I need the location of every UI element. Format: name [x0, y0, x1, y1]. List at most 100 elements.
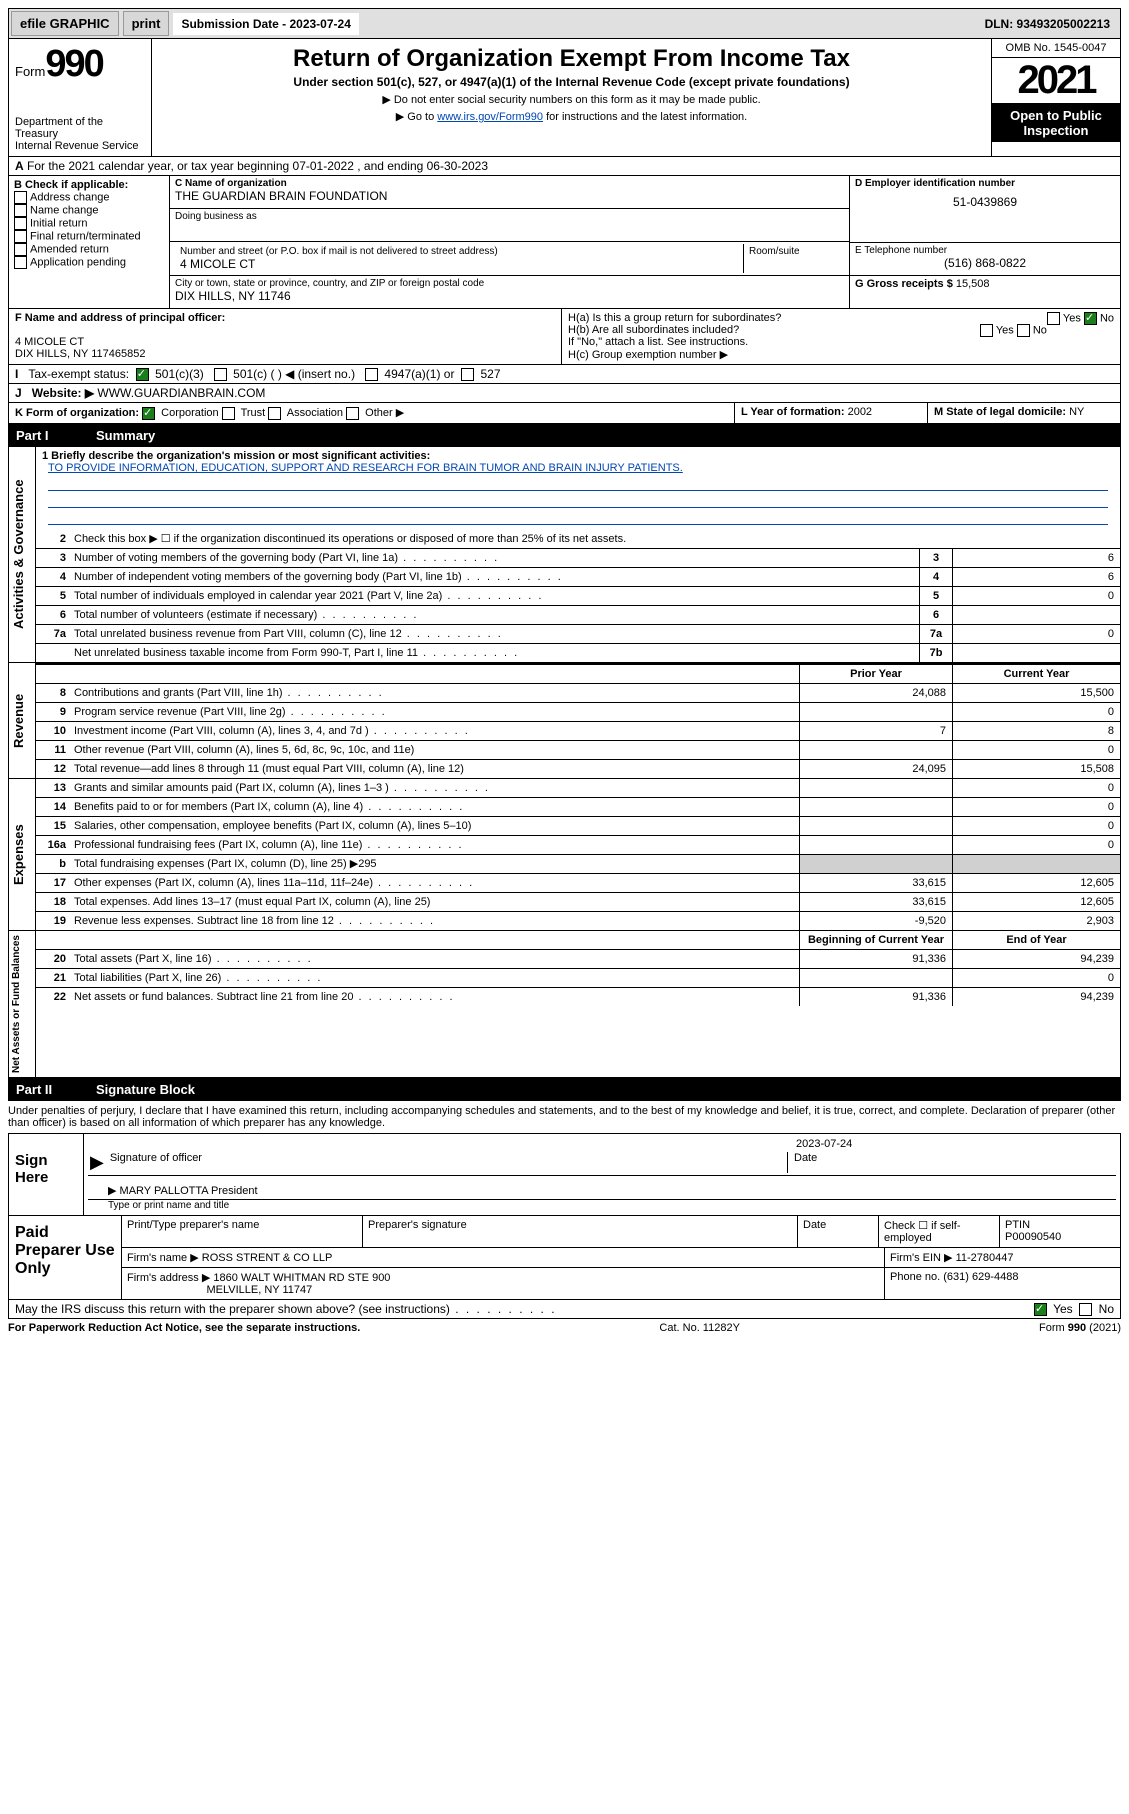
hc-label: H(c) Group exemption number ▶ — [568, 349, 728, 361]
line6-desc: Total number of volunteers (estimate if … — [70, 607, 919, 623]
officer-name: MARY PALLOTTA President — [120, 1185, 258, 1197]
line17-desc: Other expenses (Part IX, column (A), lin… — [70, 875, 799, 891]
current-year-header: Current Year — [952, 665, 1120, 683]
form-prefix: Form — [15, 64, 45, 79]
ha-yes-checkbox[interactable] — [1047, 312, 1060, 325]
line12-current: 15,508 — [952, 760, 1120, 778]
firm-addr-label: Firm's address ▶ — [127, 1272, 210, 1284]
checkbox-name-change[interactable] — [14, 204, 27, 217]
line19-prior: -9,520 — [799, 912, 952, 930]
revenue-section: Revenue Prior YearCurrent Year 8Contribu… — [8, 663, 1121, 779]
line2-text: Check this box ▶ ☐ if the organization d… — [70, 530, 1120, 547]
mission-blank-line — [48, 476, 1108, 491]
4947-checkbox[interactable] — [365, 368, 378, 381]
line4-val: 6 — [952, 568, 1120, 586]
form-header: Form990 Department of the Treasury Inter… — [8, 39, 1121, 157]
checkbox-final-return[interactable] — [14, 230, 27, 243]
checkbox-initial-return[interactable] — [14, 217, 27, 230]
footer-mid: Cat. No. 11282Y — [659, 1322, 740, 1334]
phone-label: E Telephone number — [855, 245, 1115, 256]
501c-checkbox[interactable] — [214, 368, 227, 381]
preparer-name-label: Print/Type preparer's name — [122, 1216, 363, 1247]
line12-prior: 24,095 — [799, 760, 952, 778]
dba-label: Doing business as — [175, 211, 844, 222]
room-label: Room/suite — [749, 246, 839, 257]
mission-text: TO PROVIDE INFORMATION, EDUCATION, SUPPO… — [42, 462, 1114, 474]
line6-val — [952, 606, 1120, 624]
hb-yes-checkbox[interactable] — [980, 324, 993, 337]
sign-date-value: 2023-07-24 — [796, 1138, 1116, 1150]
line14-current: 0 — [952, 798, 1120, 816]
line13-current: 0 — [952, 779, 1120, 797]
line10-prior: 7 — [799, 722, 952, 740]
trust-checkbox[interactable] — [222, 407, 235, 420]
efile-label: efile GRAPHIC — [11, 11, 119, 36]
form-note-ssn: ▶ Do not enter social security numbers o… — [158, 93, 985, 106]
gross-receipts-value: 15,508 — [956, 278, 990, 290]
discuss-no-checkbox[interactable] — [1079, 1303, 1092, 1316]
form-title: Return of Organization Exempt From Incom… — [158, 45, 985, 73]
line12-desc: Total revenue—add lines 8 through 11 (mu… — [70, 761, 799, 777]
checkbox-address-change[interactable] — [14, 191, 27, 204]
corp-checkbox[interactable] — [142, 407, 155, 420]
hb-no-checkbox[interactable] — [1017, 324, 1030, 337]
line7b-desc: Net unrelated business taxable income fr… — [70, 645, 919, 661]
line16b-desc: Total fundraising expenses (Part IX, col… — [70, 855, 799, 872]
other-checkbox[interactable] — [346, 407, 359, 420]
footer-right: Form 990 (2021) — [1039, 1322, 1121, 1334]
org-name-label: C Name of organization — [175, 178, 844, 189]
line7b-val — [952, 644, 1120, 662]
checkbox-pending[interactable] — [14, 256, 27, 269]
tax-year: 2021 — [992, 58, 1120, 104]
ha-label: H(a) Is this a group return for subordin… — [568, 312, 781, 324]
ptin-label: PTIN — [1005, 1219, 1030, 1231]
page-footer: For Paperwork Reduction Act Notice, see … — [8, 1319, 1121, 1337]
header-left: Form990 Department of the Treasury Inter… — [9, 39, 152, 156]
line8-current: 15,500 — [952, 684, 1120, 702]
section-f-h: F Name and address of principal officer:… — [8, 309, 1121, 365]
expenses-vert-label: Expenses — [9, 779, 36, 930]
section-c: C Name of organization THE GUARDIAN BRAI… — [170, 176, 849, 308]
mission-blank-line — [48, 510, 1108, 525]
firm-ein-label: Firm's EIN ▶ — [890, 1252, 953, 1264]
may-discuss-text: May the IRS discuss this return with the… — [15, 1302, 557, 1316]
ein-label: D Employer identification number — [855, 178, 1015, 189]
line8-desc: Contributions and grants (Part VIII, lin… — [70, 685, 799, 701]
section-j: J Website: ▶ WWW.GUARDIANBRAIN.COM — [8, 384, 1121, 403]
line18-prior: 33,615 — [799, 893, 952, 911]
header-title-block: Return of Organization Exempt From Incom… — [152, 39, 991, 156]
line17-current: 12,605 — [952, 874, 1120, 892]
print-button[interactable]: print — [123, 11, 170, 36]
line22-begin: 91,336 — [799, 988, 952, 1006]
line15-desc: Salaries, other compensation, employee b… — [70, 818, 799, 834]
ptin-value: P00090540 — [1005, 1231, 1061, 1243]
line16a-desc: Professional fundraising fees (Part IX, … — [70, 837, 799, 853]
527-checkbox[interactable] — [461, 368, 474, 381]
firm-name: ROSS STRENT & CO LLP — [202, 1252, 333, 1264]
self-employed-check: Check ☐ if self-employed — [879, 1216, 1000, 1247]
discuss-yes-checkbox[interactable] — [1034, 1303, 1047, 1316]
line19-current: 2,903 — [952, 912, 1120, 930]
line3-val: 6 — [952, 549, 1120, 567]
checkbox-amended[interactable] — [14, 243, 27, 256]
officer-addr1: 4 MICOLE CT — [15, 336, 84, 348]
omb-number: OMB No. 1545-0047 — [992, 39, 1120, 58]
section-f-label: F Name and address of principal officer: — [15, 312, 225, 324]
begin-year-header: Beginning of Current Year — [799, 931, 952, 949]
line18-current: 12,605 — [952, 893, 1120, 911]
ha-no-checkbox[interactable] — [1084, 312, 1097, 325]
501c3-checkbox[interactable] — [136, 368, 149, 381]
line9-desc: Program service revenue (Part VIII, line… — [70, 704, 799, 720]
street-label: Number and street (or P.O. box if mail i… — [180, 246, 738, 257]
open-inspection-badge: Open to Public Inspection — [992, 104, 1120, 142]
preparer-sig-label: Preparer's signature — [363, 1216, 798, 1247]
may-discuss-row: May the IRS discuss this return with the… — [8, 1300, 1121, 1319]
assoc-checkbox[interactable] — [268, 407, 281, 420]
line5-val: 0 — [952, 587, 1120, 605]
sign-date-label: Date — [794, 1152, 817, 1164]
firm-phone-label: Phone no. — [890, 1271, 940, 1283]
irs-link[interactable]: www.irs.gov/Form990 — [437, 111, 543, 123]
mission-blank-line — [48, 493, 1108, 508]
line16a-current: 0 — [952, 836, 1120, 854]
revenue-vert-label: Revenue — [9, 663, 36, 778]
